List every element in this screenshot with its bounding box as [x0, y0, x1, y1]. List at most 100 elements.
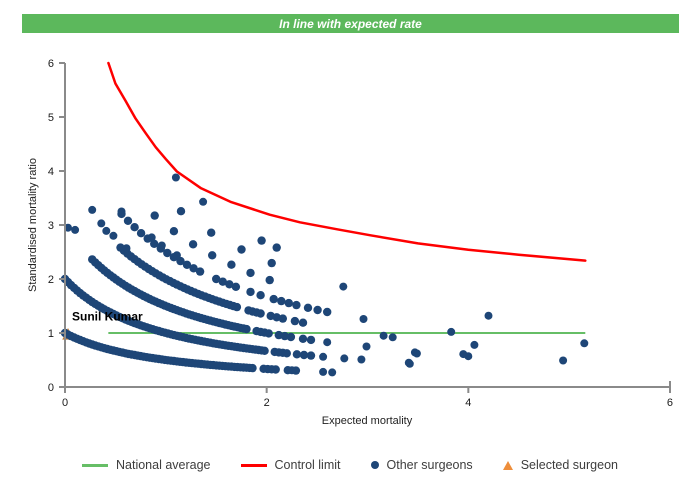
legend-item-national-average: National average — [82, 458, 211, 472]
other-surgeon-point[interactable] — [102, 226, 111, 235]
other-surgeon-point[interactable] — [267, 258, 276, 268]
other-surgeon-point[interactable] — [388, 333, 397, 342]
other-surgeon-point[interactable] — [157, 241, 166, 250]
other-surgeon-point[interactable] — [109, 231, 118, 240]
x-tick-label: 6 — [667, 397, 673, 409]
other-surgeon-point[interactable] — [248, 363, 257, 373]
other-surgeon-point[interactable] — [265, 275, 274, 285]
other-surgeon-point[interactable] — [580, 339, 589, 348]
other-surgeon-point[interactable] — [246, 287, 255, 297]
other-surgeon-point[interactable] — [340, 354, 349, 363]
legend-label: Selected surgeon — [520, 458, 618, 472]
other-surgeon-point[interactable] — [130, 223, 139, 232]
other-surgeon-point[interactable] — [379, 331, 388, 340]
other-surgeon-point[interactable] — [339, 282, 348, 291]
other-surgeon-point[interactable] — [313, 305, 322, 315]
other-surgeon-point[interactable] — [290, 316, 300, 326]
other-surgeon-point[interactable] — [292, 300, 301, 310]
other-surgeon-point[interactable] — [359, 315, 368, 323]
other-surgeon-point[interactable] — [271, 365, 280, 374]
status-banner: In line with expected rate — [22, 14, 679, 33]
other-surgeon-point[interactable] — [298, 334, 308, 343]
other-surgeon-point[interactable] — [323, 338, 332, 347]
other-surgeon-point[interactable] — [218, 277, 227, 286]
other-surgeon-point[interactable] — [212, 274, 221, 284]
other-surgeon-point[interactable] — [231, 282, 241, 291]
other-surgeon-point[interactable] — [447, 327, 456, 336]
other-surgeon-point[interactable] — [292, 350, 302, 359]
legend-label: National average — [116, 458, 211, 472]
other-surgeon-point[interactable] — [227, 260, 236, 269]
other-surgeon-point[interactable] — [272, 243, 281, 252]
legend-item-selected-surgeon: Selected surgeon — [502, 458, 618, 472]
other-surgeon-point[interactable] — [484, 311, 493, 320]
legend-item-other-surgeons: Other surgeons — [370, 458, 473, 472]
other-surgeon-point[interactable] — [260, 346, 269, 355]
other-surgeon-point[interactable] — [242, 324, 251, 334]
other-surgeon-point[interactable] — [323, 307, 332, 317]
other-surgeon-point[interactable] — [256, 309, 265, 318]
other-surgeon-point[interactable] — [195, 267, 205, 276]
other-surgeon-point[interactable] — [246, 268, 255, 278]
legend-label: Control limit — [274, 458, 341, 472]
other-surgeon-point[interactable] — [176, 207, 186, 216]
other-surgeon-point[interactable] — [150, 211, 159, 220]
other-surgeon-point[interactable] — [88, 205, 97, 214]
y-tick-label: 0 — [48, 382, 54, 394]
other-surgeon-point[interactable] — [225, 280, 234, 289]
other-surgeon-point[interactable] — [410, 348, 419, 357]
other-surgeon-point[interactable] — [188, 240, 198, 249]
other-surgeon-point[interactable] — [136, 229, 146, 238]
other-surgeon-point[interactable] — [459, 350, 468, 359]
other-surgeon-point[interactable] — [286, 332, 296, 342]
y-axis-title: Standardised mortality ratio — [27, 158, 39, 292]
other-surgeon-point[interactable] — [405, 359, 414, 368]
other-surgeon-point[interactable] — [269, 294, 278, 304]
other-surgeon-point[interactable] — [176, 256, 185, 266]
other-surgeon-point[interactable] — [163, 248, 172, 258]
x-tick-label: 0 — [62, 397, 68, 409]
other-surgeon-point[interactable] — [319, 352, 328, 361]
other-surgeon-point[interactable] — [199, 197, 208, 206]
other-surgeon-point[interactable] — [357, 355, 366, 364]
other-surgeon-point[interactable] — [122, 244, 131, 253]
other-surgeon-point[interactable] — [71, 225, 80, 234]
other-surgeon-point[interactable] — [237, 245, 246, 254]
other-surgeon-point[interactable] — [319, 367, 328, 376]
other-surgeon-point[interactable] — [303, 303, 313, 312]
y-tick-label: 1 — [48, 328, 54, 340]
other-surgeons-dot-icon — [370, 461, 379, 469]
other-surgeon-point[interactable] — [117, 207, 126, 216]
other-surgeon-point[interactable] — [97, 219, 106, 228]
other-surgeon-point[interactable] — [470, 340, 479, 349]
other-surgeon-point[interactable] — [169, 227, 179, 236]
other-surgeon-point[interactable] — [150, 239, 159, 248]
other-surgeon-point[interactable] — [208, 251, 217, 260]
other-surgeon-point[interactable] — [264, 329, 273, 338]
other-surgeon-point[interactable] — [123, 216, 133, 225]
other-surgeon-point[interactable] — [207, 228, 216, 237]
other-surgeon-point[interactable] — [182, 260, 192, 269]
other-surgeon-point[interactable] — [256, 291, 265, 300]
other-surgeon-point[interactable] — [282, 349, 291, 358]
other-surgeon-point[interactable] — [277, 296, 286, 306]
x-tick-label: 2 — [264, 397, 270, 409]
other-surgeon-point[interactable] — [172, 251, 181, 260]
other-surgeon-point[interactable] — [284, 298, 293, 308]
other-surgeon-point[interactable] — [278, 314, 287, 323]
other-surgeon-point[interactable] — [257, 236, 266, 245]
other-surgeon-point[interactable] — [287, 366, 296, 375]
other-surgeon-point[interactable] — [362, 342, 371, 351]
other-surgeon-point[interactable] — [232, 302, 242, 312]
other-surgeon-point[interactable] — [298, 318, 308, 327]
other-surgeon-point[interactable] — [306, 351, 316, 360]
other-surgeon-point[interactable] — [299, 350, 309, 360]
other-surgeon-point[interactable] — [171, 173, 180, 182]
other-surgeon-point[interactable] — [559, 356, 568, 365]
other-surgeon-point[interactable] — [147, 233, 156, 242]
other-surgeon-point[interactable] — [189, 264, 198, 273]
other-surgeon-point[interactable] — [328, 368, 337, 377]
status-banner-text: In line with expected rate — [279, 16, 422, 31]
other-surgeon-point[interactable] — [306, 335, 316, 345]
